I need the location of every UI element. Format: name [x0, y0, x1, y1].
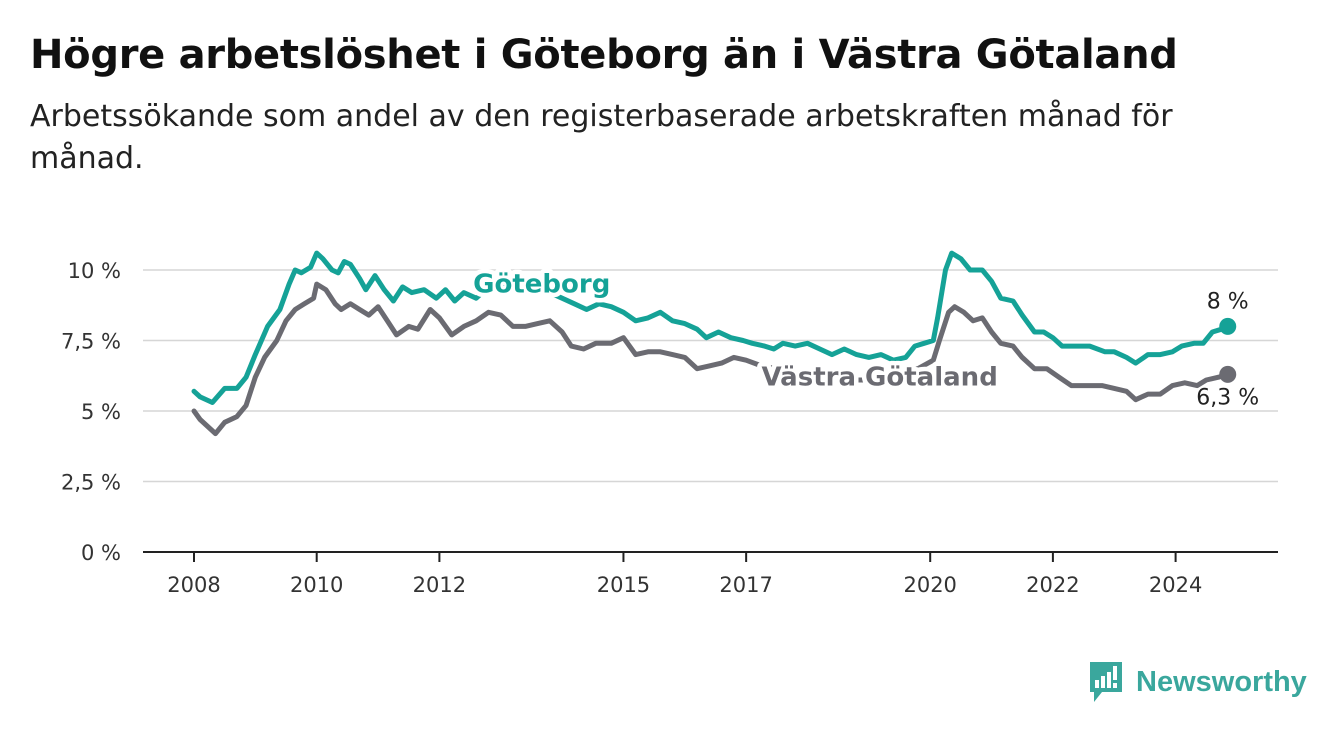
grid-layer [143, 269, 1278, 483]
y-tick-label: 2,5 % [61, 471, 121, 495]
x-tick-label: 2020 [903, 573, 956, 597]
end-point-goteborg [1219, 317, 1237, 335]
series-line-goteborg [191, 250, 1231, 405]
series-label-vastra-gotaland: Västra Götaland [761, 363, 997, 393]
axis-layer: 0 % 2,5 % 5 % 7,5 % 10 % 2008 2010 2012 2015 2017… [61, 259, 1278, 597]
x-tick-label: 2017 [719, 573, 772, 597]
y-tick-label: 5 % [81, 400, 121, 424]
end-label-vastra-gotaland: 6,3 % [1196, 385, 1259, 410]
series-label-goteborg-halo: Göteborg [473, 270, 610, 300]
end-point-vastra-gotaland [1219, 365, 1237, 383]
series-line-vastra-gotaland [191, 281, 1231, 437]
newsworthy-logo-icon [1090, 662, 1122, 702]
brand-name: Newsworthy [1136, 665, 1307, 698]
x-tick-label: 2010 [290, 573, 343, 597]
series-label-goteborg: Göteborg [473, 270, 610, 300]
page-title: Högre arbetslöshet i Göteborg än i Västr… [30, 32, 1178, 78]
page-subtitle: Arbetssökande som andel av den registerb… [30, 99, 1173, 176]
end-label-goteborg: 8 % [1207, 289, 1249, 314]
y-tick-label: 7,5 % [61, 330, 121, 354]
series-layer [191, 250, 1237, 437]
x-tick-label: 2012 [413, 573, 466, 597]
x-tick-label: 2022 [1026, 573, 1079, 597]
x-tick-label: 2024 [1149, 573, 1202, 597]
y-tick-label: 0 % [81, 541, 121, 565]
y-tick-label: 10 % [68, 259, 121, 283]
x-tick-label: 2015 [597, 573, 650, 597]
series-label-vastra-gotaland-halo: Västra Götaland [761, 363, 997, 393]
brand-logo: Newsworthy [1088, 660, 1307, 704]
x-tick-label: 2008 [167, 573, 220, 597]
